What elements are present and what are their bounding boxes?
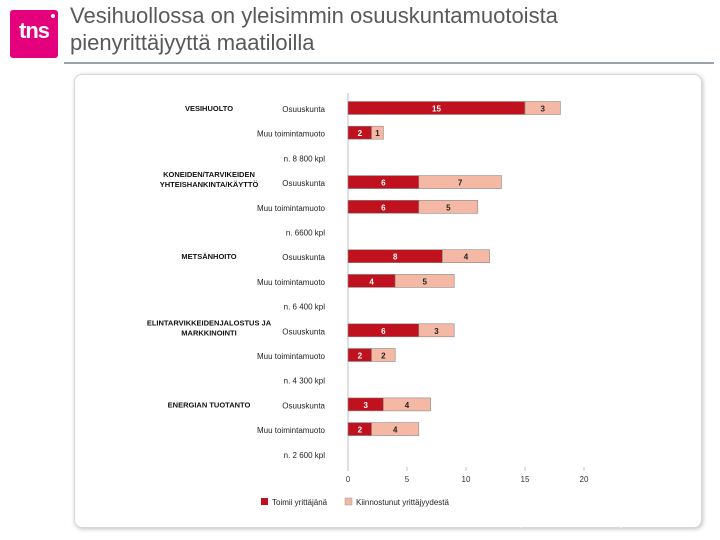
bar-value-label: 3 — [540, 105, 545, 114]
bar-value-label: 8 — [393, 253, 398, 262]
chart-panel: Osuuskunta 15 3 Muu toimintamuoto 2 1 n. 8 800… — [74, 74, 702, 528]
row-label: Osuuskunta — [282, 253, 325, 262]
page-title: Vesihuollossa on yleisimmin osuuskuntamu… — [70, 2, 710, 56]
logo-dot-icon — [51, 14, 55, 18]
group-label-line: MARKKINOINTI — [181, 328, 236, 337]
bar-value-label: 2 — [358, 426, 363, 435]
row-label: Muu toimintamuoto — [257, 204, 326, 213]
bar-value-label: 4 — [393, 426, 398, 435]
bar-kiinnostunut — [371, 422, 420, 436]
row-label: Muu toimintamuoto — [257, 426, 326, 435]
x-tick-label: 15 — [521, 475, 530, 484]
group-label: ENERGIAN TUOTANTO — [168, 400, 251, 409]
bar-value-label: 6 — [381, 179, 386, 188]
bar-kiinnostunut — [383, 397, 431, 412]
logo-text: tns — [19, 18, 50, 43]
row-label: Osuuskunta — [282, 327, 325, 336]
tns-logo: tns — [10, 10, 58, 58]
bar-value-label: 3 — [363, 401, 368, 410]
x-tick-label: 10 — [462, 475, 471, 484]
bar-value-label: 4 — [464, 253, 469, 262]
bar-value-label: 4 — [369, 277, 374, 286]
sample-size-label: n. 6 400 kpl — [284, 303, 326, 312]
footer-source: Suomen Gallup Elintarviketieto Oy — [443, 514, 626, 528]
x-tick-label: 20 — [580, 475, 589, 484]
sample-size-label: n. 6600 kpl — [286, 229, 325, 238]
header — [0, 0, 720, 66]
group-label: VESIHUOLTO — [185, 104, 233, 113]
row-label: Osuuskunta — [282, 179, 325, 188]
bar-value-label: 2 — [381, 352, 386, 361]
bar-value-label: 3 — [434, 327, 439, 336]
bar-kiinnostunut — [371, 348, 396, 362]
row-label: Muu toimintamuoto — [257, 352, 326, 361]
bar-value-label: 2 — [358, 129, 363, 138]
group-label-line: YHTEISHANKINTA/KÄYTTÖ — [160, 180, 259, 189]
bar-value-label: 15 — [432, 105, 441, 114]
bar-value-label: 5 — [422, 277, 427, 286]
sample-size-label: n. 4 300 kpl — [284, 377, 326, 386]
stacked-bar-chart: Osuuskunta 15 3 Muu toimintamuoto 2 1 n. 8 800… — [147, 93, 589, 507]
x-tick-label: 0 — [346, 475, 351, 484]
bar-kiinnostunut — [371, 125, 384, 140]
group-label-line: KONEIDEN/TARVIKEIDEN — [163, 170, 255, 179]
row-label: Muu toimintamuoto — [257, 278, 326, 287]
bar-kiinnostunut — [524, 101, 561, 115]
bar-value-label: 2 — [358, 352, 363, 361]
legend-label-kiinnostunut: Kiinnostunut yrittäjyydestä — [356, 498, 449, 507]
group-label: METSÄNHOITO — [181, 252, 236, 261]
legend-label-toimii: Toimii yrittäjänä — [272, 498, 328, 507]
bar-value-label: 1 — [375, 129, 380, 138]
bar-value-label: 6 — [381, 203, 386, 212]
group-label-line: ELINTARVIKKEIDENJALOSTUS JA — [147, 318, 272, 327]
bar-value-label: 5 — [446, 203, 451, 212]
title-line-1: Vesihuollossa on yleisimmin osuuskuntamu… — [70, 3, 558, 28]
title-divider — [64, 62, 714, 64]
bar-value-label: 7 — [458, 179, 463, 188]
row-label: Osuuskunta — [282, 105, 325, 114]
row-label: Muu toimintamuoto — [257, 130, 326, 139]
group-label: KONEIDEN/TARVIKEIDEN YHTEISHANKINTA/KÄYTT… — [160, 170, 259, 189]
bar-value-label: 4 — [405, 401, 410, 410]
legend-swatch-kiinnostunut — [344, 497, 353, 506]
bar-kiinnostunut — [418, 323, 455, 338]
sample-size-label: n. 8 800 kpl — [284, 154, 326, 163]
bar-kiinnostunut — [418, 200, 479, 214]
row-label: Osuuskunta — [282, 401, 325, 410]
x-tick-label: 5 — [405, 475, 410, 484]
bar-value-label: 6 — [381, 327, 386, 336]
sample-size-label: n. 2 600 kpl — [284, 451, 326, 460]
group-label: ELINTARVIKKEIDENJALOSTUS JA MARKKINOINTI — [147, 318, 272, 337]
bar-kiinnostunut — [442, 249, 490, 263]
legend-swatch-toimii — [261, 498, 268, 505]
bar-kiinnostunut — [394, 274, 455, 288]
bar-kiinnostunut — [418, 175, 502, 189]
title-line-2: pienyrittäjyyttä maatiloilla — [70, 30, 315, 55]
